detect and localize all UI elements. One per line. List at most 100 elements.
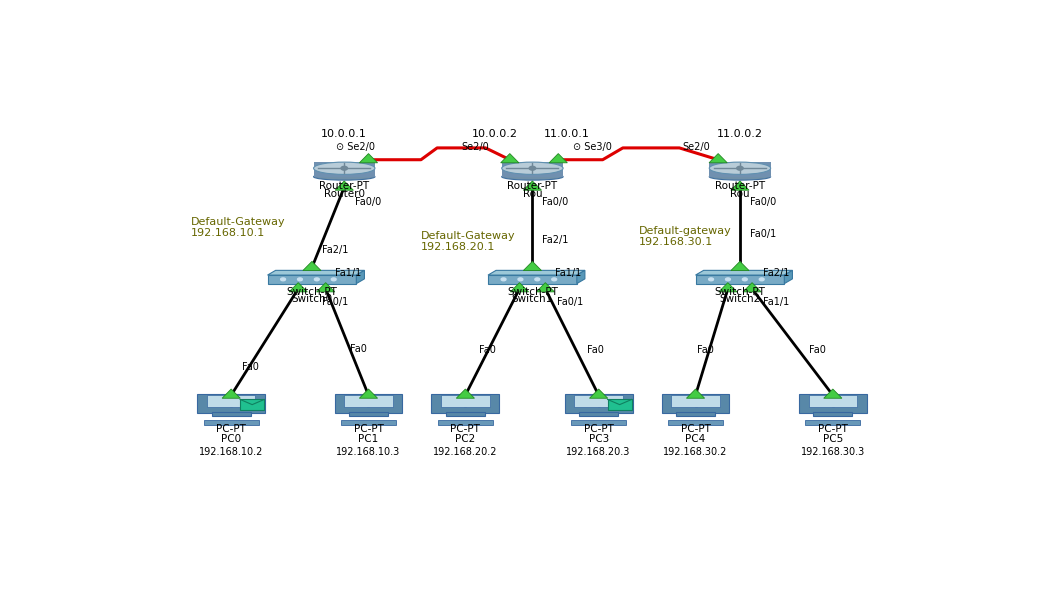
Text: Switch0: Switch0 — [292, 295, 332, 305]
FancyBboxPatch shape — [240, 400, 265, 410]
Ellipse shape — [314, 173, 375, 180]
Text: Se2/0: Se2/0 — [683, 142, 710, 152]
Text: PC-PT: PC-PT — [217, 424, 246, 435]
Circle shape — [280, 278, 286, 281]
Text: Fa0/0: Fa0/0 — [542, 196, 568, 206]
Text: 192.168.10.3: 192.168.10.3 — [337, 447, 400, 457]
FancyBboxPatch shape — [696, 275, 785, 284]
Ellipse shape — [314, 162, 375, 174]
Text: Fa0: Fa0 — [350, 344, 367, 354]
Text: Switch2: Switch2 — [719, 295, 761, 305]
Text: Rou: Rou — [730, 189, 750, 199]
Circle shape — [760, 278, 764, 281]
FancyBboxPatch shape — [488, 275, 577, 284]
FancyBboxPatch shape — [809, 395, 857, 407]
FancyBboxPatch shape — [446, 412, 485, 416]
Text: Router-PT: Router-PT — [507, 182, 557, 192]
FancyBboxPatch shape — [799, 394, 867, 413]
Text: 10.0.0.2: 10.0.0.2 — [472, 129, 518, 139]
Text: Default-gateway: Default-gateway — [639, 226, 731, 236]
Ellipse shape — [710, 173, 771, 180]
Text: Default-Gateway: Default-Gateway — [191, 217, 286, 227]
Text: Router0: Router0 — [324, 189, 365, 199]
Text: PC5: PC5 — [823, 434, 843, 444]
FancyBboxPatch shape — [805, 420, 861, 426]
Text: 192.168.20.1: 192.168.20.1 — [421, 242, 495, 252]
FancyBboxPatch shape — [671, 395, 720, 407]
Text: Switch-PT: Switch-PT — [715, 287, 766, 297]
Text: Switch1: Switch1 — [512, 295, 553, 305]
Circle shape — [529, 166, 536, 170]
Circle shape — [725, 278, 730, 281]
Text: PC0: PC0 — [221, 434, 242, 444]
Circle shape — [742, 278, 747, 281]
Ellipse shape — [710, 162, 771, 174]
FancyBboxPatch shape — [207, 395, 255, 407]
FancyBboxPatch shape — [710, 162, 771, 177]
FancyBboxPatch shape — [204, 420, 258, 426]
Text: Fa0: Fa0 — [479, 345, 496, 356]
Text: Fa0: Fa0 — [242, 362, 258, 372]
Circle shape — [298, 278, 302, 281]
Polygon shape — [577, 270, 585, 284]
Ellipse shape — [502, 162, 563, 174]
Text: Fa2/1: Fa2/1 — [542, 235, 569, 245]
Text: Fa0: Fa0 — [809, 345, 825, 356]
FancyBboxPatch shape — [268, 275, 356, 284]
FancyBboxPatch shape — [676, 412, 715, 416]
Text: 11.0.0.1: 11.0.0.1 — [543, 129, 590, 139]
Text: Fa2/1: Fa2/1 — [322, 244, 349, 255]
Text: PC-PT: PC-PT — [584, 424, 614, 435]
Text: PC-PT: PC-PT — [353, 424, 383, 435]
Text: Se2/0: Se2/0 — [462, 142, 490, 152]
FancyBboxPatch shape — [438, 420, 493, 426]
Text: 10.0.0.1: 10.0.0.1 — [321, 129, 367, 139]
Ellipse shape — [502, 173, 563, 180]
Text: PC-PT: PC-PT — [450, 424, 480, 435]
Text: 192.168.10.1: 192.168.10.1 — [191, 228, 265, 238]
Text: Fa0: Fa0 — [697, 345, 714, 356]
FancyBboxPatch shape — [668, 420, 723, 426]
Text: Switch-PT: Switch-PT — [507, 287, 557, 297]
Text: Fa0/0: Fa0/0 — [354, 196, 381, 206]
Polygon shape — [268, 270, 365, 275]
FancyBboxPatch shape — [814, 412, 852, 416]
Circle shape — [331, 278, 337, 281]
Text: PC1: PC1 — [358, 434, 378, 444]
Text: Fa1/1: Fa1/1 — [334, 268, 361, 278]
Text: PC-PT: PC-PT — [680, 424, 711, 435]
FancyBboxPatch shape — [441, 395, 490, 407]
Text: Router-PT: Router-PT — [715, 182, 765, 192]
Text: Rou: Rou — [523, 189, 542, 199]
Text: 192.168.20.2: 192.168.20.2 — [433, 447, 498, 457]
FancyBboxPatch shape — [579, 412, 618, 416]
Text: Fa1/1: Fa1/1 — [763, 297, 789, 306]
FancyBboxPatch shape — [502, 162, 563, 177]
Text: Fa0: Fa0 — [587, 345, 603, 356]
Text: 192.168.20.3: 192.168.20.3 — [567, 447, 630, 457]
Circle shape — [315, 278, 319, 281]
Text: 192.168.30.2: 192.168.30.2 — [664, 447, 727, 457]
FancyBboxPatch shape — [662, 394, 729, 413]
Circle shape — [737, 166, 743, 170]
Text: Switch-PT: Switch-PT — [287, 287, 338, 297]
Circle shape — [552, 278, 556, 281]
Text: PC3: PC3 — [589, 434, 609, 444]
FancyBboxPatch shape — [344, 395, 393, 407]
Polygon shape — [785, 270, 793, 284]
FancyBboxPatch shape — [334, 394, 402, 413]
Text: 11.0.0.2: 11.0.0.2 — [717, 129, 763, 139]
Text: 192.168.10.2: 192.168.10.2 — [199, 447, 264, 457]
FancyBboxPatch shape — [431, 394, 499, 413]
Circle shape — [501, 278, 506, 281]
FancyBboxPatch shape — [574, 395, 623, 407]
Text: PC-PT: PC-PT — [818, 424, 848, 435]
Circle shape — [341, 166, 347, 170]
Text: Fa2/1: Fa2/1 — [763, 268, 789, 278]
FancyBboxPatch shape — [341, 420, 396, 426]
Polygon shape — [696, 270, 793, 275]
Circle shape — [518, 278, 523, 281]
Text: Fa1/1: Fa1/1 — [555, 268, 581, 278]
Circle shape — [535, 278, 540, 281]
Text: Fa0/0: Fa0/0 — [749, 196, 776, 206]
